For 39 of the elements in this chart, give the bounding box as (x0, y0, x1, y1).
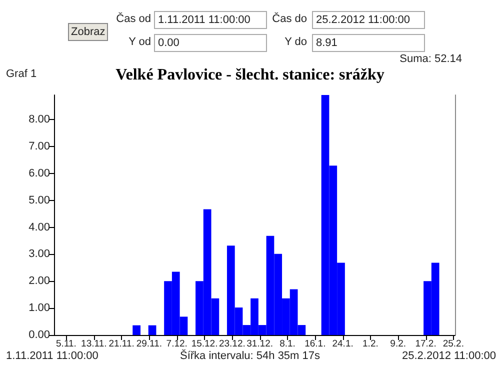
y-tick-label: 0.00 (28, 329, 50, 341)
x-tick-label: 16.1. (304, 338, 326, 350)
text: Suma: 52.14 (400, 52, 462, 66)
text: Graf 1 (6, 67, 37, 81)
y-tick-label: 3.00 (28, 248, 50, 260)
y-tick-label: 2.00 (28, 275, 50, 288)
chart-title: Velké Pavlovice - šlecht. stanice: srážky (116, 66, 384, 84)
x-tick-label: 17.2. (415, 338, 436, 350)
y-tick-label: 6.00 (28, 167, 50, 180)
text: 25.2.2012 11:00:00 (402, 349, 496, 363)
text: Y od (128, 35, 151, 49)
x-tick-label: 9.2. (390, 338, 406, 350)
text: Y do (284, 35, 307, 49)
button[interactable]: Zobraz (68, 23, 108, 41)
x-tick-label: 23.12. (218, 338, 246, 350)
text-field[interactable]: 8.91 (312, 34, 425, 52)
x-tick-label: 25.2. (442, 338, 464, 350)
y-tick-label: 8.00 (28, 114, 50, 126)
x-tick-label: 29.11. (136, 338, 162, 350)
y-tick-label: 4.00 (28, 221, 50, 234)
x-tick-label: 5.11. (56, 338, 76, 350)
text: Šířka intervalu: 54h 35m 17s (180, 349, 320, 363)
x-tick-label: 13.11. (81, 338, 107, 350)
x-tick-label: 31.12. (246, 338, 274, 350)
y-tick-label: 7.00 (28, 140, 50, 152)
x-tick-label: 7.12. (166, 338, 188, 350)
x-tick-label: 1.2. (362, 338, 378, 350)
x-tick-label: 8.1. (280, 338, 296, 350)
text-field[interactable]: 0.00 (154, 34, 267, 52)
text: Čas od (116, 12, 151, 26)
text-field[interactable]: 1.11.2011 11:00:00 (154, 11, 267, 29)
y-tick-label: 5.00 (28, 194, 50, 206)
x-tick-label: 21.11. (108, 338, 134, 350)
y-tick-label: 1.00 (28, 302, 50, 314)
text: Čas do (272, 12, 307, 26)
x-tick-label: 15.12. (191, 338, 218, 350)
text: 1.11.2011 11:00:00 (6, 349, 98, 363)
text-field[interactable]: 25.2.2012 11:00:00 (312, 11, 425, 29)
x-tick-label: 24.1. (332, 338, 354, 350)
